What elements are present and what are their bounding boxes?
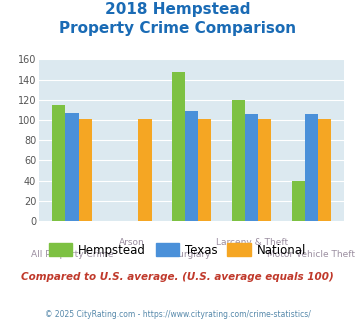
Bar: [232, 100, 245, 221]
Text: Burglary: Burglary: [173, 250, 211, 259]
Bar: [318, 119, 331, 221]
Bar: [198, 119, 212, 221]
Text: Larceny & Theft: Larceny & Theft: [215, 238, 288, 247]
Bar: [292, 181, 305, 221]
Text: Motor Vehicle Theft: Motor Vehicle Theft: [267, 250, 355, 259]
Bar: [138, 119, 152, 221]
Text: © 2025 CityRating.com - https://www.cityrating.com/crime-statistics/: © 2025 CityRating.com - https://www.city…: [45, 310, 310, 319]
Text: 2018 Hempstead: 2018 Hempstead: [105, 2, 250, 16]
Bar: [305, 114, 318, 221]
Text: Compared to U.S. average. (U.S. average equals 100): Compared to U.S. average. (U.S. average …: [21, 272, 334, 282]
Legend: Hempstead, Texas, National: Hempstead, Texas, National: [44, 239, 311, 261]
Text: Property Crime Comparison: Property Crime Comparison: [59, 21, 296, 36]
Bar: [245, 114, 258, 221]
Bar: [258, 119, 271, 221]
Bar: [78, 119, 92, 221]
Bar: [185, 111, 198, 221]
Bar: [65, 113, 78, 221]
Text: All Property Crime: All Property Crime: [31, 250, 113, 259]
Text: Arson: Arson: [119, 238, 145, 247]
Bar: [172, 72, 185, 221]
Bar: [52, 105, 65, 221]
